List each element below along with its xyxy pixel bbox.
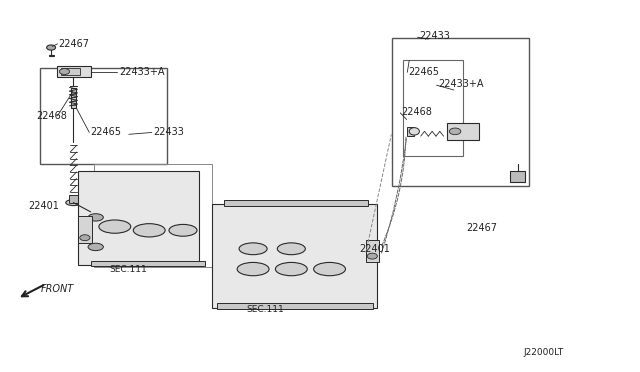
Bar [40, 68, 167, 164]
Text: 22467: 22467 [467, 224, 497, 234]
Text: 22467: 22467 [59, 39, 90, 49]
Bar [212, 205, 378, 308]
Ellipse shape [66, 200, 81, 206]
Bar [392, 38, 529, 186]
Text: J22000LT: J22000LT [524, 349, 564, 357]
Ellipse shape [88, 243, 103, 251]
Bar [447, 123, 479, 140]
Text: 22433: 22433 [419, 32, 450, 41]
Ellipse shape [47, 45, 56, 50]
Bar [78, 171, 199, 265]
Text: 22401: 22401 [360, 244, 390, 254]
Ellipse shape [133, 224, 165, 237]
Bar [61, 68, 80, 75]
Bar [91, 260, 205, 266]
Text: 22433+A: 22433+A [438, 80, 483, 89]
Ellipse shape [449, 128, 461, 135]
Text: 22433+A: 22433+A [119, 67, 164, 77]
Ellipse shape [169, 224, 197, 236]
Ellipse shape [277, 243, 305, 255]
Bar [217, 303, 373, 309]
Ellipse shape [513, 174, 523, 180]
Bar [69, 195, 78, 203]
Text: 22465: 22465 [91, 128, 122, 138]
Bar [406, 127, 414, 136]
Ellipse shape [239, 243, 267, 255]
Text: 22401: 22401 [28, 201, 59, 211]
Bar [71, 88, 76, 109]
Bar [510, 171, 525, 182]
Text: 22433: 22433 [153, 128, 184, 138]
Text: FRONT: FRONT [41, 284, 74, 294]
Bar [225, 200, 368, 206]
Ellipse shape [237, 262, 269, 276]
Ellipse shape [314, 262, 346, 276]
Text: 22468: 22468 [401, 107, 433, 117]
Ellipse shape [409, 128, 419, 135]
Bar [403, 61, 463, 157]
Ellipse shape [367, 253, 378, 259]
Text: SEC.111: SEC.111 [246, 305, 284, 314]
Text: 22468: 22468 [36, 111, 67, 121]
Ellipse shape [99, 220, 131, 233]
Ellipse shape [80, 235, 90, 241]
Bar [366, 240, 379, 262]
Text: SEC.111: SEC.111 [109, 264, 147, 273]
Ellipse shape [88, 214, 103, 221]
Bar [58, 66, 91, 77]
Bar [78, 215, 92, 243]
Ellipse shape [60, 68, 70, 74]
Ellipse shape [275, 262, 307, 276]
Text: 22465: 22465 [408, 67, 440, 77]
Bar [94, 164, 212, 267]
